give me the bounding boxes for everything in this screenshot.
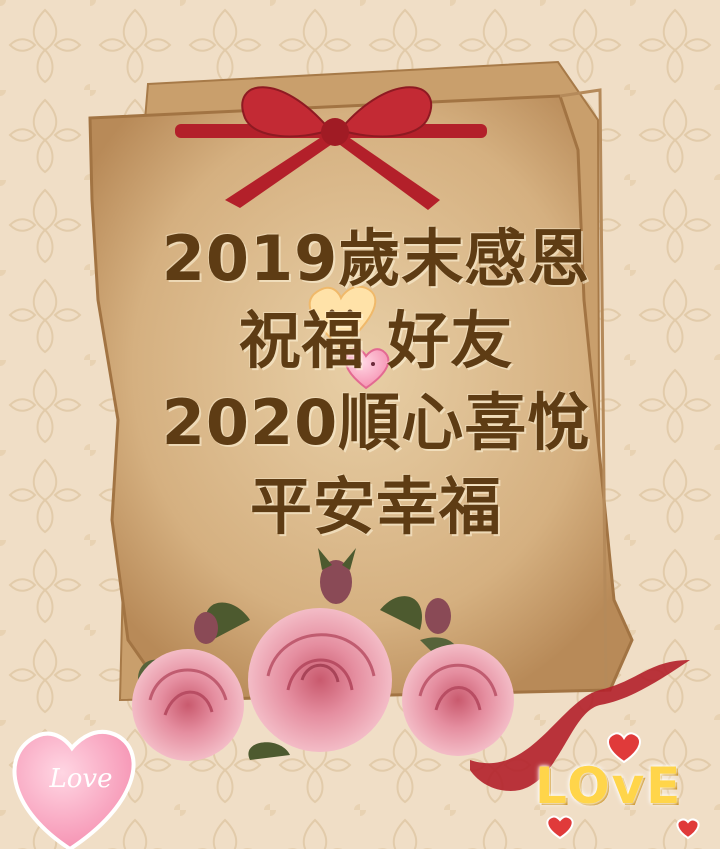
greeting-line-1: 2019歲末感恩	[161, 222, 591, 295]
love-heart-sticker	[12, 729, 136, 849]
greeting-line-2: 祝福 好友	[238, 304, 514, 377]
curly-ribbon	[470, 660, 690, 791]
greeting-line-4: 平安幸福	[249, 470, 502, 543]
small-red-hearts	[546, 732, 700, 840]
love-script-text: Love	[49, 764, 113, 794]
greeting-line-3: 2020順心喜悅	[161, 386, 591, 459]
heart-faces-sticker	[308, 285, 390, 390]
red-ribbon-bow	[175, 86, 487, 210]
love-gold-text: LOvE	[535, 757, 683, 815]
rose-bouquet	[132, 548, 514, 761]
